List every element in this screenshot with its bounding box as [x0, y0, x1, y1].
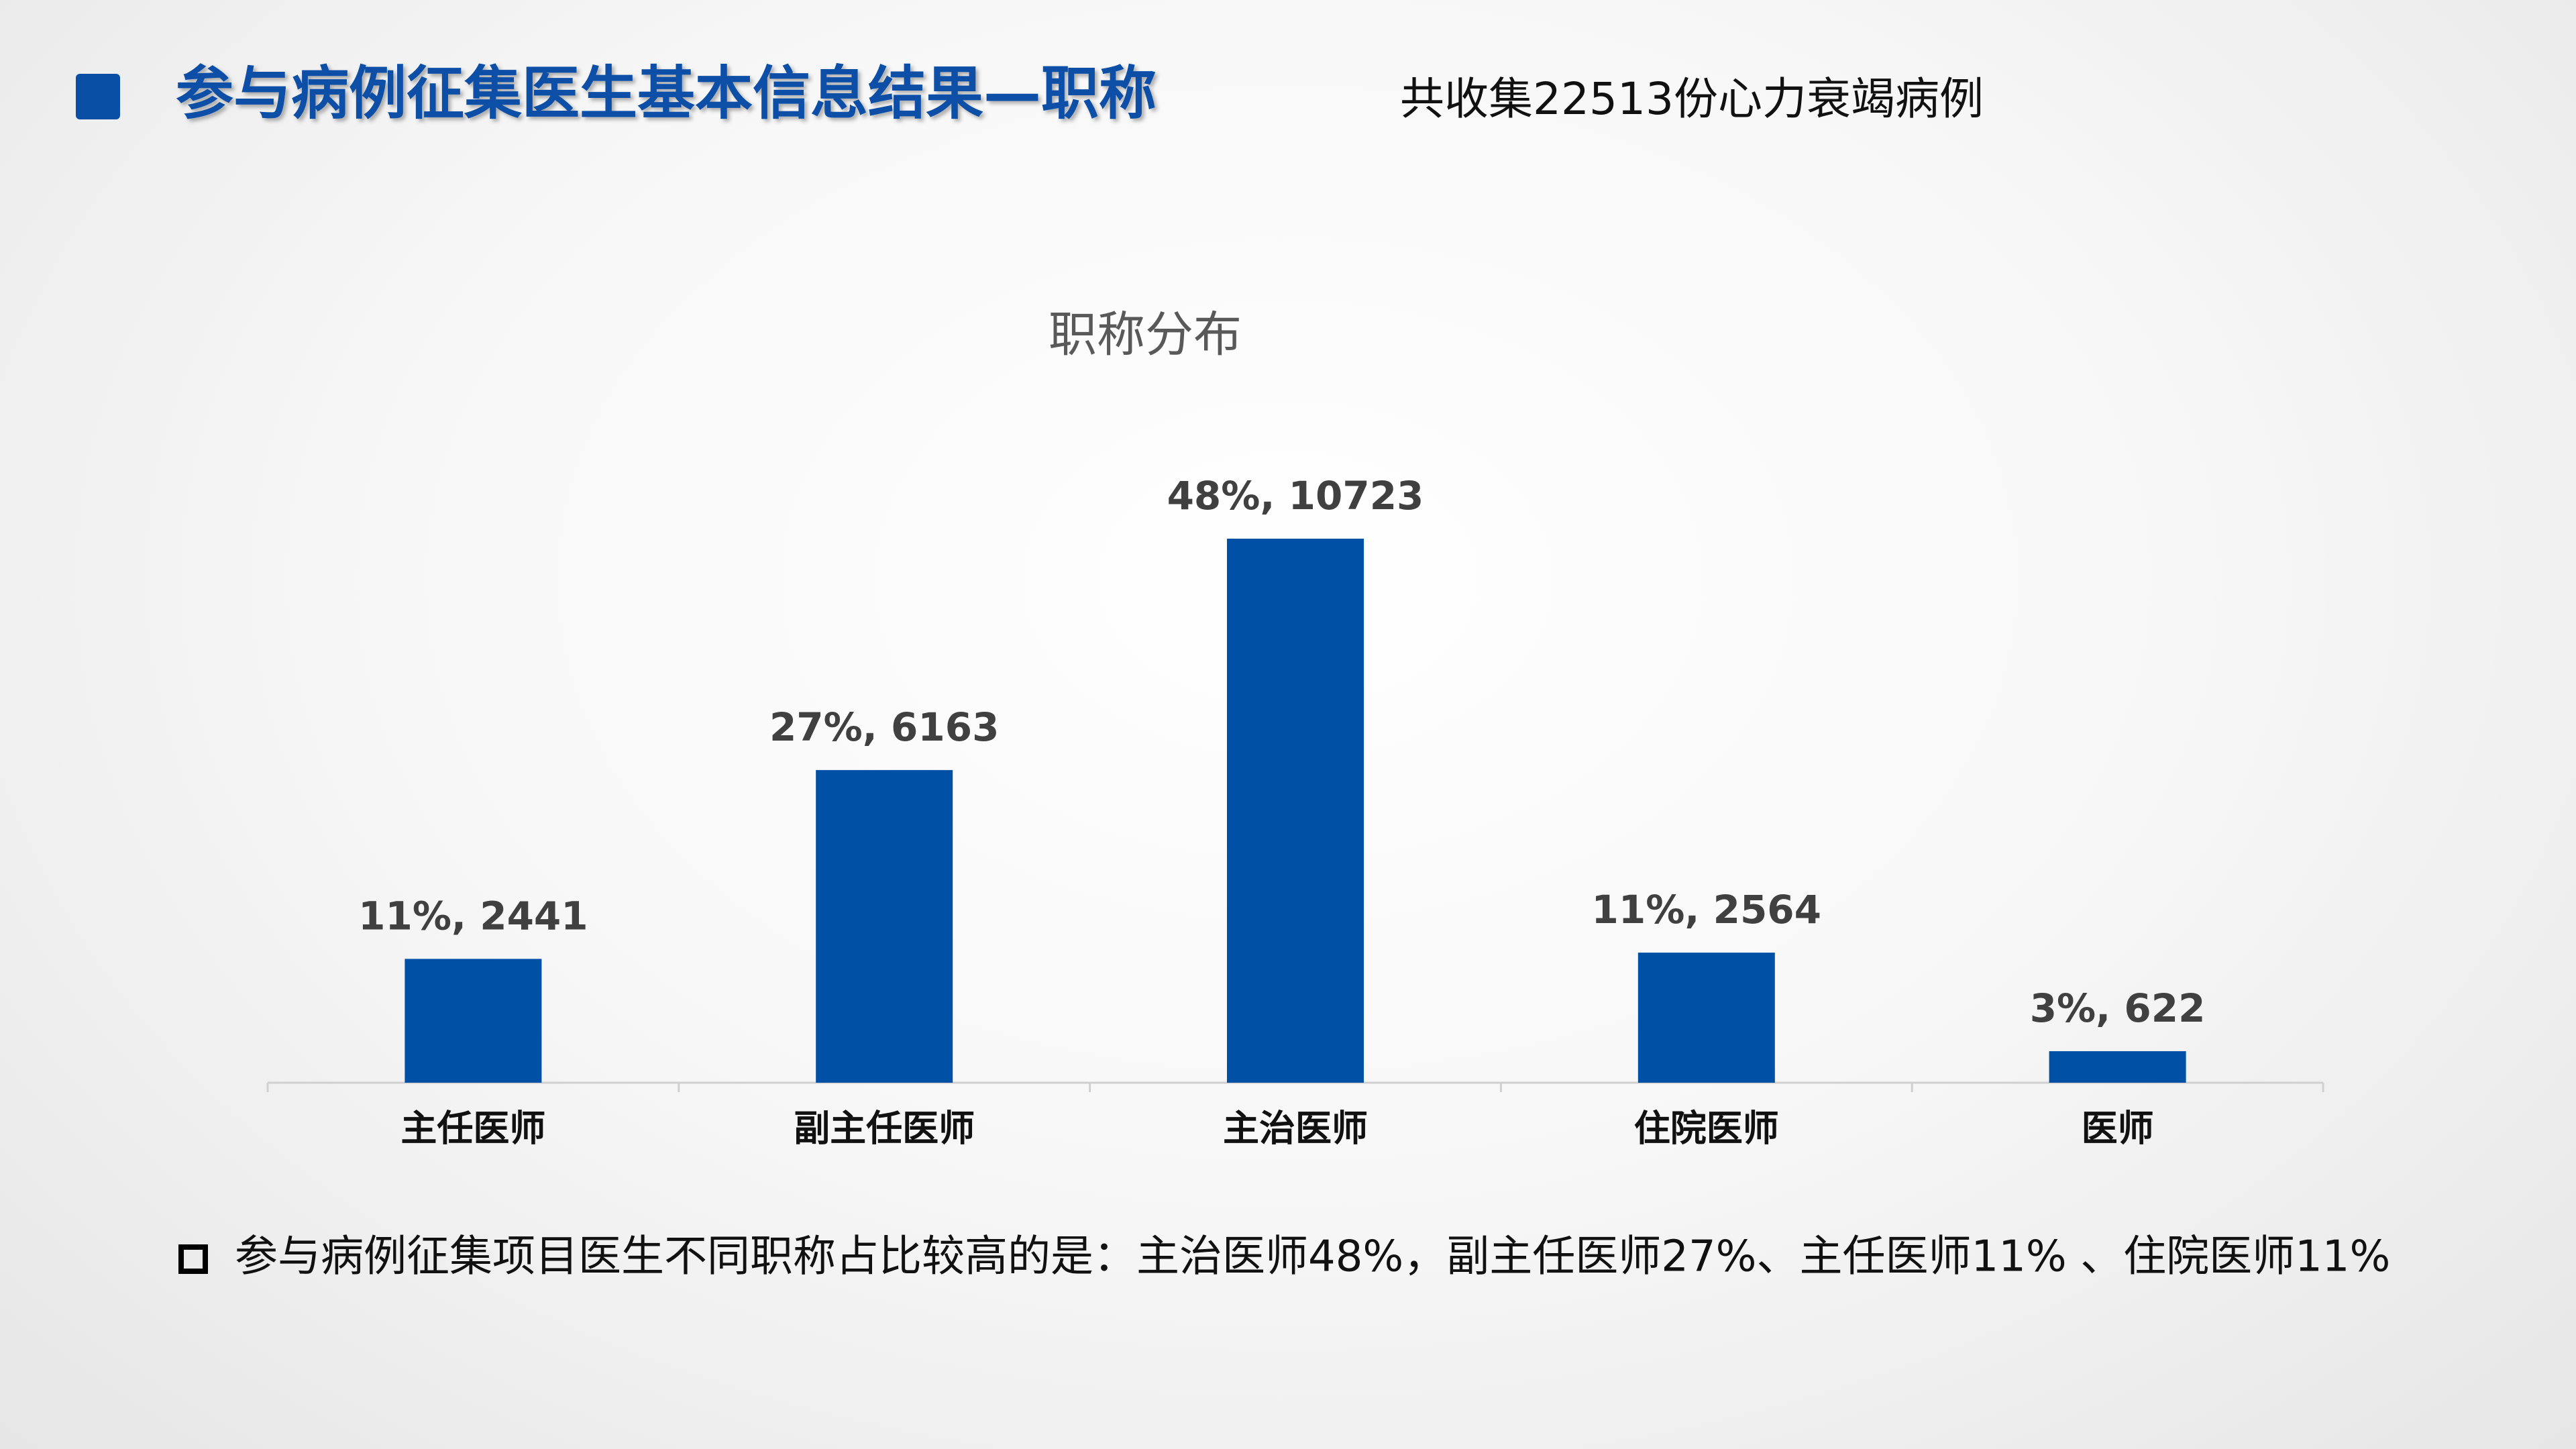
- x-tick-label: 副主任医师: [794, 1108, 975, 1150]
- chart-title: 职称分布: [1049, 307, 1242, 363]
- bar: [2049, 1051, 2186, 1083]
- value-label: 11%, 2564: [1592, 887, 1821, 932]
- bar: [816, 769, 953, 1083]
- value-label: 11%, 2441: [358, 893, 588, 938]
- value-label: 27%, 6163: [769, 704, 999, 750]
- bar: [1227, 539, 1364, 1083]
- page-title: 参与病例征集医生基本信息结果—职称: [176, 60, 1157, 127]
- x-tick-label: 主任医师: [400, 1108, 545, 1150]
- value-label: 3%, 622: [2030, 985, 2206, 1031]
- title-marker: [76, 74, 120, 119]
- value-label: 48%, 10723: [1167, 473, 1424, 519]
- x-tick-label: 住院医师: [1634, 1108, 1779, 1150]
- bar: [1638, 953, 1775, 1083]
- x-tick-label: 医师: [2082, 1108, 2154, 1150]
- note-text: 参与病例征集项目医生不同职称占比较高的是：主治医师48%，副主任医师27%、主任…: [235, 1232, 2390, 1282]
- bar: [405, 959, 542, 1083]
- x-tick-label: 主治医师: [1223, 1108, 1368, 1150]
- note-bullet: [178, 1244, 208, 1274]
- page-subtitle: 共收集22513份心力衰竭病例: [1400, 73, 1984, 125]
